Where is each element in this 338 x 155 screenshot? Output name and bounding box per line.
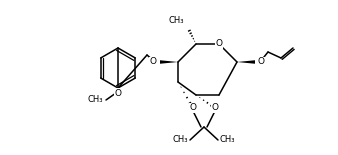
Text: CH₃: CH₃ [169,16,184,25]
Text: O: O [115,89,121,97]
Text: O: O [258,58,265,66]
Text: CH₃: CH₃ [172,135,188,144]
Polygon shape [160,60,178,64]
Text: CH₃: CH₃ [88,95,103,104]
Text: O: O [212,104,218,113]
Text: O: O [190,104,196,113]
Text: O: O [216,40,222,49]
Text: CH₃: CH₃ [220,135,236,144]
Polygon shape [237,60,255,64]
Text: O: O [150,58,157,66]
